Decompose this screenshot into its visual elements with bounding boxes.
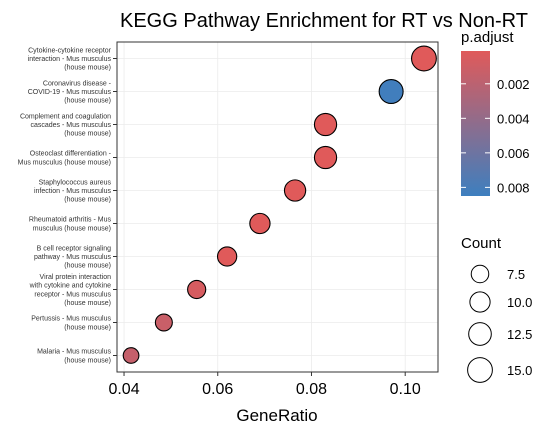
category-label: Cytokine-cytokine receptor interaction - …	[28, 47, 112, 71]
data-point	[187, 279, 207, 300]
category-label: B cell receptor signaling pathway - Mus m…	[34, 245, 112, 269]
category-label: Viral protein interaction with cytokine a…	[29, 274, 112, 307]
size-legend-label: 12.5	[507, 327, 532, 342]
size-legend-title: Count	[461, 235, 502, 252]
data-point	[154, 313, 173, 332]
category-labels: Cytokine-cytokine receptor interaction - …	[18, 47, 117, 364]
category-label: Staphylococcus aureus infection - Mus mus…	[34, 179, 112, 203]
data-point	[410, 45, 437, 72]
category-label: Malaria - Mus musculus (house mouse)	[37, 349, 111, 365]
size-legend: Count 7.5 10.0 12.5 15.0	[461, 235, 532, 383]
plot-panel	[116, 41, 439, 373]
color-legend-tick-label: 0.002	[497, 77, 530, 92]
x-axis-label: GeneRatio	[236, 406, 317, 425]
color-legend-tick-label: 0.006	[497, 146, 530, 161]
size-legend-label: 7.5	[507, 267, 525, 282]
x-axis-ticks: 0.04 0.06 0.08 0.10	[108, 372, 421, 398]
chart-title: KEGG Pathway Enrichment for RT vs Non-RT	[120, 10, 528, 32]
x-tick-label: 0.04	[108, 381, 139, 398]
data-point	[283, 179, 307, 202]
x-tick-label: 0.06	[202, 381, 233, 398]
size-legend-circle	[468, 322, 492, 346]
data-point	[122, 347, 140, 364]
category-label: Coronavirus disease -COVID-19 - Mus musc…	[28, 80, 112, 104]
size-legend-label: 10.0	[507, 295, 532, 310]
color-legend-tick-label: 0.004	[497, 111, 530, 126]
category-label: Rheumatoid arthritis - Mus musculus (hous…	[29, 217, 112, 233]
color-legend-title: p.adjust	[461, 29, 514, 46]
size-legend-circle	[469, 291, 491, 313]
data-point	[378, 78, 404, 105]
color-legend-tick-label: 0.008	[497, 180, 530, 195]
color-bar	[461, 51, 490, 196]
category-label: Osteoclast differentiation -Mus musculus…	[18, 151, 112, 167]
size-legend-circle	[467, 357, 493, 383]
data-point	[313, 145, 338, 170]
color-legend: p.adjust 0.002 0.004 0.006 0.008	[461, 29, 530, 196]
x-tick-label: 0.08	[296, 381, 327, 398]
size-legend-label: 15.0	[507, 363, 532, 378]
category-label: Pertussis - Mus musculus (house mouse)	[31, 316, 111, 332]
data-points	[122, 45, 437, 364]
data-point	[216, 246, 238, 267]
data-point	[249, 212, 271, 235]
category-label: Complement and coagulation cascades - Mus…	[20, 113, 112, 137]
data-point	[313, 112, 338, 137]
x-tick-label: 0.10	[390, 381, 421, 398]
size-legend-circle	[470, 264, 490, 284]
